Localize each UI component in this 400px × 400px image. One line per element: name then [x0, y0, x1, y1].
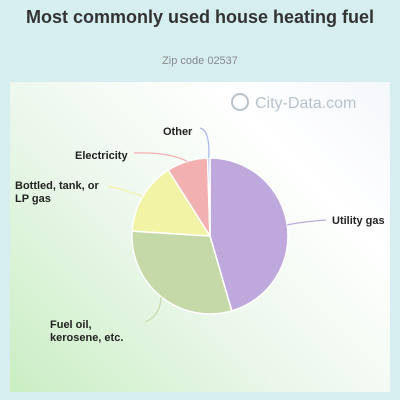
leader-line [199, 127, 210, 159]
watermark-text: City-Data.com [255, 95, 356, 112]
slice-label: Utility gas [332, 215, 385, 227]
pie-slice-other [206, 157, 211, 237]
chart-title: Most commonly used house heating fuel [25, 7, 375, 27]
slice-label: Electricity [75, 150, 128, 162]
leader-line [287, 219, 327, 226]
slice-label: Fuel oil, kerosene, etc. [50, 319, 123, 344]
slice-label: Bottled, tank, or LP gas [15, 180, 99, 205]
leader-line [144, 296, 162, 323]
pie-slice-bottled-tank-or-lp-gas [131, 169, 212, 237]
leader-line [107, 185, 144, 197]
watermark: City-Data.com [231, 93, 356, 112]
slice-label: Other [163, 126, 193, 138]
pie-slice-utility-gas [209, 157, 289, 312]
leader-line [133, 152, 188, 162]
pie-slice-fuel-oil-kerosene-etc [131, 230, 233, 315]
chart-subtitle: Zip code 02537 [162, 55, 238, 67]
